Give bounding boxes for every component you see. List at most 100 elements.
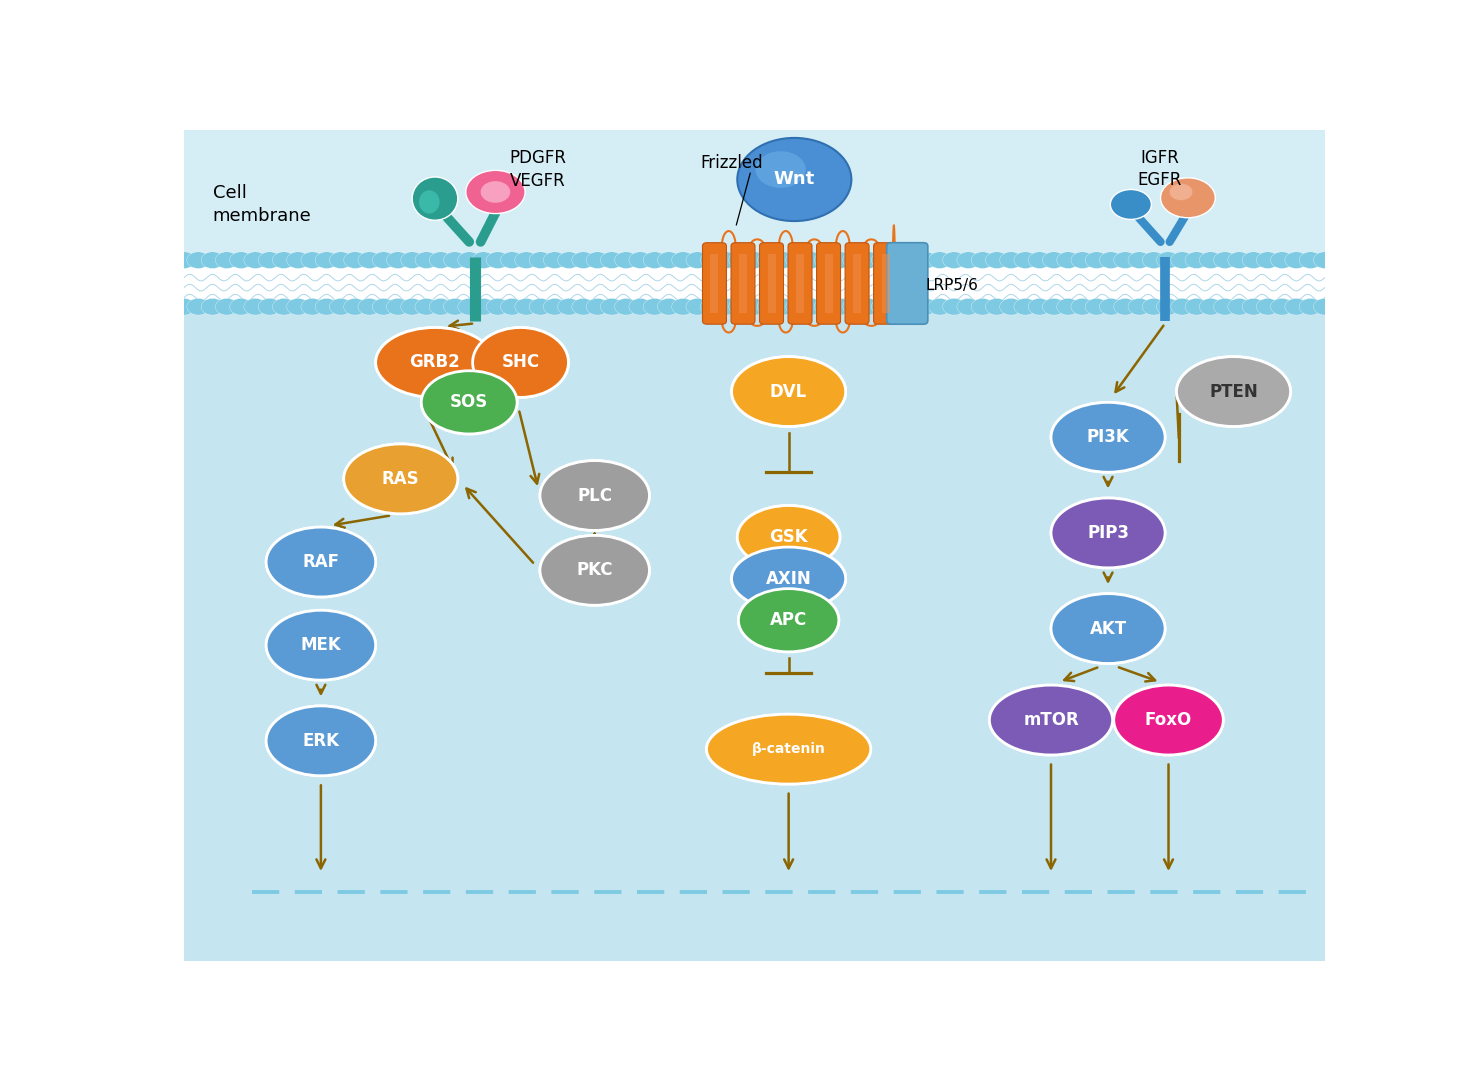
Circle shape — [300, 298, 324, 315]
Circle shape — [629, 298, 652, 315]
Circle shape — [473, 298, 495, 315]
Circle shape — [473, 252, 495, 269]
Circle shape — [486, 298, 509, 315]
Circle shape — [1313, 252, 1337, 269]
FancyBboxPatch shape — [817, 243, 841, 324]
Circle shape — [999, 298, 1023, 315]
Circle shape — [1242, 298, 1264, 315]
Ellipse shape — [540, 460, 649, 530]
Text: APC: APC — [770, 611, 807, 630]
Circle shape — [757, 252, 780, 269]
Circle shape — [287, 252, 309, 269]
Circle shape — [1270, 298, 1294, 315]
Circle shape — [601, 298, 623, 315]
Text: PIP3: PIP3 — [1086, 524, 1129, 542]
Circle shape — [1185, 252, 1209, 269]
Ellipse shape — [1114, 685, 1223, 755]
FancyBboxPatch shape — [760, 243, 783, 324]
Circle shape — [543, 298, 567, 315]
Text: APC: APC — [770, 611, 807, 630]
Text: Frizzled: Frizzled — [701, 153, 762, 172]
Text: AKT: AKT — [1089, 620, 1126, 637]
Circle shape — [1057, 298, 1079, 315]
Circle shape — [615, 298, 637, 315]
Circle shape — [1085, 298, 1108, 315]
Circle shape — [1114, 252, 1136, 269]
Text: AKT: AKT — [1089, 620, 1126, 637]
Circle shape — [714, 252, 737, 269]
Text: DVL: DVL — [770, 382, 807, 401]
Text: MEK: MEK — [300, 636, 342, 654]
Circle shape — [957, 298, 980, 315]
Text: GSK: GSK — [770, 528, 808, 546]
Circle shape — [1100, 252, 1122, 269]
Text: SOS: SOS — [450, 393, 489, 411]
Circle shape — [1285, 252, 1307, 269]
Circle shape — [458, 298, 480, 315]
Circle shape — [899, 252, 923, 269]
Circle shape — [372, 252, 394, 269]
Circle shape — [857, 252, 880, 269]
Text: Cell
membrane: Cell membrane — [212, 185, 311, 225]
Circle shape — [1185, 298, 1209, 315]
Circle shape — [914, 298, 936, 315]
Circle shape — [729, 252, 752, 269]
Text: GSK: GSK — [770, 528, 808, 546]
Bar — [882, 255, 889, 312]
Circle shape — [1228, 252, 1251, 269]
Ellipse shape — [1051, 403, 1166, 472]
Circle shape — [1300, 298, 1322, 315]
Circle shape — [458, 252, 480, 269]
Text: DVL: DVL — [770, 382, 807, 401]
Circle shape — [515, 252, 537, 269]
Circle shape — [1014, 252, 1036, 269]
Circle shape — [701, 252, 723, 269]
Ellipse shape — [1176, 356, 1291, 427]
Circle shape — [187, 298, 209, 315]
Circle shape — [586, 252, 609, 269]
Circle shape — [1110, 189, 1151, 219]
Circle shape — [1170, 184, 1192, 200]
Text: RAS: RAS — [381, 470, 420, 488]
FancyBboxPatch shape — [873, 243, 898, 324]
Text: Wnt: Wnt — [774, 171, 815, 189]
Circle shape — [985, 298, 1008, 315]
Circle shape — [942, 298, 966, 315]
Ellipse shape — [1176, 356, 1291, 427]
Circle shape — [465, 171, 526, 214]
Circle shape — [443, 252, 467, 269]
Circle shape — [528, 252, 552, 269]
Text: SHC: SHC — [502, 353, 540, 372]
Circle shape — [287, 298, 309, 315]
Circle shape — [430, 298, 452, 315]
Bar — [767, 255, 776, 312]
Circle shape — [480, 181, 511, 203]
Text: GRB2: GRB2 — [409, 353, 461, 372]
Text: MEK: MEK — [300, 636, 342, 654]
Text: PI3K: PI3K — [1086, 429, 1129, 446]
Text: PTEN: PTEN — [1209, 382, 1259, 401]
Circle shape — [372, 298, 394, 315]
Ellipse shape — [737, 505, 841, 569]
Circle shape — [1200, 298, 1222, 315]
Circle shape — [1300, 252, 1322, 269]
Circle shape — [972, 252, 994, 269]
Ellipse shape — [732, 548, 845, 610]
Ellipse shape — [473, 327, 568, 397]
Circle shape — [643, 252, 665, 269]
Circle shape — [615, 252, 637, 269]
Bar — [854, 255, 861, 312]
Ellipse shape — [375, 327, 495, 397]
Circle shape — [643, 298, 665, 315]
Circle shape — [1285, 298, 1307, 315]
Circle shape — [1072, 298, 1094, 315]
Circle shape — [272, 298, 296, 315]
Circle shape — [330, 252, 352, 269]
Circle shape — [629, 252, 652, 269]
Ellipse shape — [1051, 403, 1166, 472]
Circle shape — [1114, 298, 1136, 315]
Circle shape — [871, 298, 894, 315]
Circle shape — [258, 252, 281, 269]
Text: mTOR: mTOR — [1023, 711, 1079, 729]
Text: PLC: PLC — [577, 486, 612, 504]
